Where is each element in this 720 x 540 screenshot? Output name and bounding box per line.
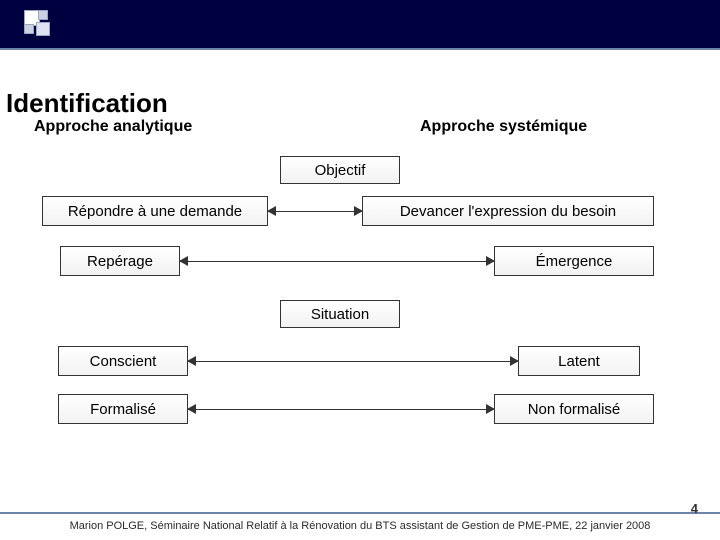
- row2-arrow-left: [179, 256, 188, 266]
- row4-connector: [188, 409, 494, 410]
- row3-arrow-left: [187, 356, 196, 366]
- row1-right-box: Devancer l'expression du besoin: [362, 196, 654, 226]
- row2-right-box: Émergence: [494, 246, 654, 276]
- row1-arrow-right: [354, 206, 363, 216]
- row4-right-box: Non formalisé: [494, 394, 654, 424]
- row4-arrow-left: [187, 404, 196, 414]
- logo-squares: [24, 10, 54, 40]
- situation-box: Situation: [280, 300, 400, 328]
- title-bar: [0, 0, 720, 50]
- row4-arrow-right: [486, 404, 495, 414]
- row3-right-box: Latent: [518, 346, 640, 376]
- row3-arrow-right: [510, 356, 519, 366]
- approach-left-label: Approche analytique: [34, 118, 192, 136]
- slide-title: Identification: [6, 88, 168, 119]
- row2-left-box: Repérage: [60, 246, 180, 276]
- row3-left-box: Conscient: [58, 346, 188, 376]
- objectif-box: Objectif: [280, 156, 400, 184]
- row4-left-box: Formalisé: [58, 394, 188, 424]
- approach-right-label: Approche systémique: [420, 118, 587, 136]
- footer-text: Marion POLGE, Séminaire National Relatif…: [0, 520, 720, 532]
- row1-connector: [268, 211, 362, 212]
- row1-arrow-left: [267, 206, 276, 216]
- page-number: 4: [691, 501, 698, 516]
- row2-connector: [180, 261, 494, 262]
- row1-left-box: Répondre à une demande: [42, 196, 268, 226]
- row2-arrow-right: [486, 256, 495, 266]
- row3-connector: [188, 361, 518, 362]
- footer-rule: [0, 512, 720, 514]
